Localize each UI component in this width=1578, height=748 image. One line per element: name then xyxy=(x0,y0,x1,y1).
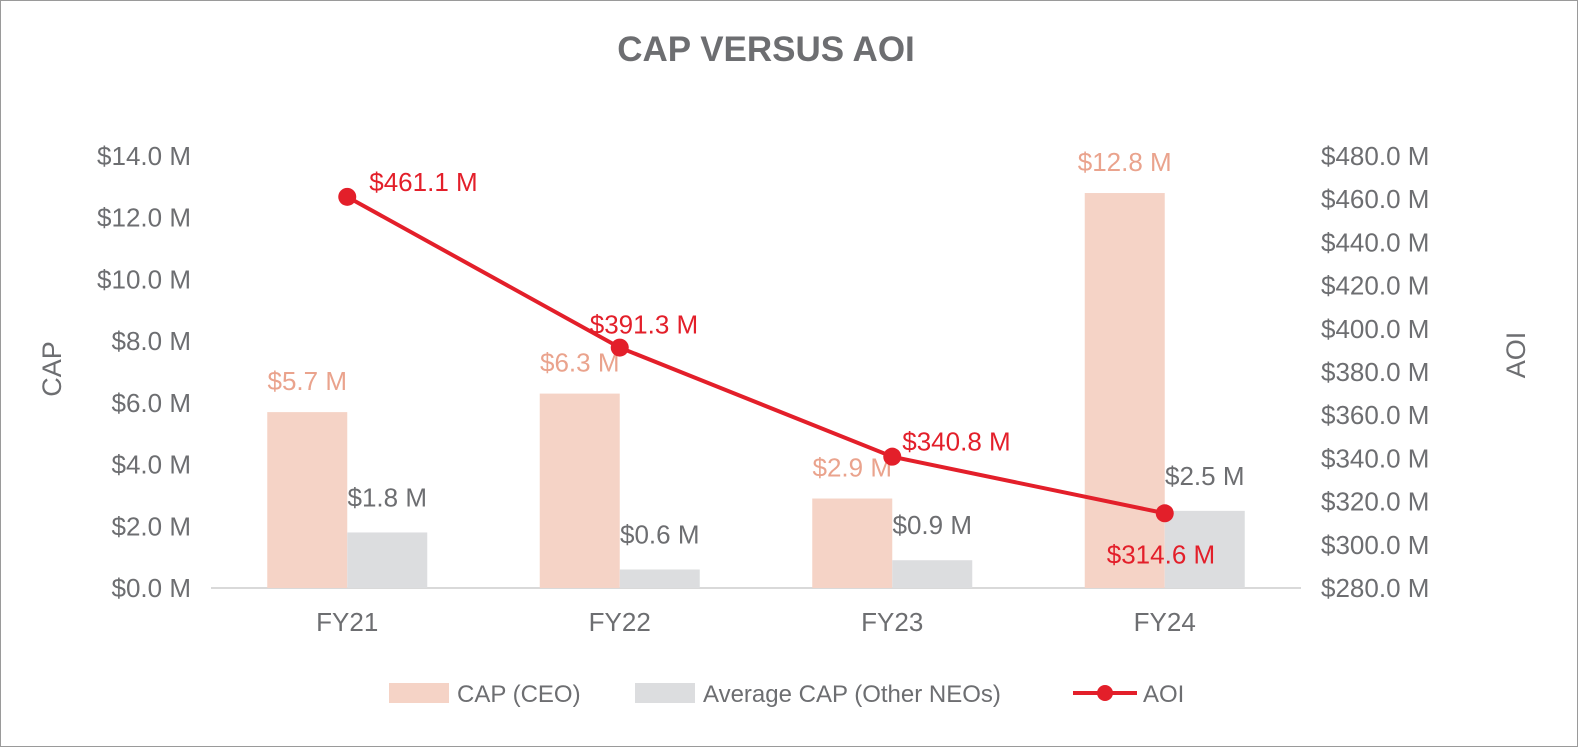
aoi-point xyxy=(610,338,629,357)
left-axis-tick-label: $12.0 M xyxy=(97,203,191,233)
data-label-aoi: $340.8 M xyxy=(902,427,1010,457)
x-axis-category-label: FY24 xyxy=(1134,607,1196,637)
right-axis-tick-label: $340.0 M xyxy=(1321,443,1429,473)
bar-cap-ceo xyxy=(812,498,893,588)
legend-label-aoi: AOI xyxy=(1143,681,1184,708)
right-axis-tick-label: $380.0 M xyxy=(1321,357,1429,387)
aoi-point xyxy=(1155,504,1174,523)
data-label-average-cap-other-neos: $1.8 M xyxy=(348,482,428,512)
right-axis-tick-label: $360.0 M xyxy=(1321,400,1429,430)
right-axis-tick-label: $400.0 M xyxy=(1321,314,1429,344)
data-label-aoi: $391.3 M xyxy=(590,310,698,340)
data-label-average-cap-other-neos: $2.5 M xyxy=(1165,461,1245,491)
chart-title: CAP VERSUS AOI xyxy=(617,30,915,69)
x-axis-category-label: FY22 xyxy=(589,607,651,637)
bar-average-cap-other-neos xyxy=(1164,510,1245,588)
legend-swatch-average-cap-other-neos xyxy=(635,683,695,703)
data-label-average-cap-other-neos: $0.9 M xyxy=(893,510,973,540)
right-axis-tick-label: $460.0 M xyxy=(1321,184,1429,214)
data-label-cap-ceo: $2.9 M xyxy=(813,453,893,483)
plot-area: $0.0 M $2.0 M $4.0 M $6.0 M $8.0 M $10.0 M $12… xyxy=(97,141,1429,637)
aoi-line xyxy=(346,195,1166,516)
legend-marker-aoi xyxy=(1097,685,1113,701)
x-axis-category-label: FY21 xyxy=(316,607,378,637)
bar-average-cap-other-neos xyxy=(892,560,973,588)
bar-average-cap-other-neos xyxy=(619,569,700,588)
data-label-aoi: $314.6 M xyxy=(1107,539,1215,569)
x-axis-category-label: FY23 xyxy=(861,607,923,637)
bar-average-cap-other-neos xyxy=(347,532,428,588)
right-axis-tick-label: $480.0 M xyxy=(1321,141,1429,171)
aoi-point xyxy=(338,187,357,206)
left-axis-tick-label: $4.0 M xyxy=(112,450,192,480)
left-axis-tick-label: $14.0 M xyxy=(97,141,191,171)
right-axis-tick-label: $440.0 M xyxy=(1321,227,1429,257)
left-axis-label: CAP xyxy=(37,341,67,397)
right-axis-tick-label: $420.0 M xyxy=(1321,271,1429,301)
data-label-cap-ceo: $12.8 M xyxy=(1078,147,1172,177)
left-axis-tick-label: $10.0 M xyxy=(97,264,191,294)
left-axis-tick-label: $0.0 M xyxy=(112,573,192,603)
data-label-cap-ceo: $6.3 M xyxy=(540,348,620,378)
left-axis-tick-label: $8.0 M xyxy=(112,326,192,356)
bar-cap-ceo xyxy=(1084,193,1165,588)
data-label-average-cap-other-neos: $0.6 M xyxy=(620,519,700,549)
left-axis-tick-label: $6.0 M xyxy=(112,388,192,418)
left-axis-tick-label: $2.0 M xyxy=(112,511,192,541)
data-label-aoi: $461.1 M xyxy=(369,167,477,197)
legend-label-cap-ceo: CAP (CEO) xyxy=(457,681,581,708)
legend-label-average-cap-other-neos: Average CAP (Other NEOs) xyxy=(703,681,1001,708)
data-label-cap-ceo: $5.7 M xyxy=(268,366,348,396)
legend-swatch-cap-ceo xyxy=(389,683,449,703)
right-axis-tick-label: $280.0 M xyxy=(1321,573,1429,603)
bar-cap-ceo xyxy=(267,412,348,588)
legend: CAP (CEO) Average CAP (Other NEOs) AOI xyxy=(389,681,1184,708)
right-axis-tick-label: $320.0 M xyxy=(1321,487,1429,517)
bar-cap-ceo xyxy=(539,393,620,588)
right-axis-label: AOI xyxy=(1501,332,1531,379)
right-axis-tick-label: $300.0 M xyxy=(1321,530,1429,560)
aoi-point xyxy=(883,447,902,466)
